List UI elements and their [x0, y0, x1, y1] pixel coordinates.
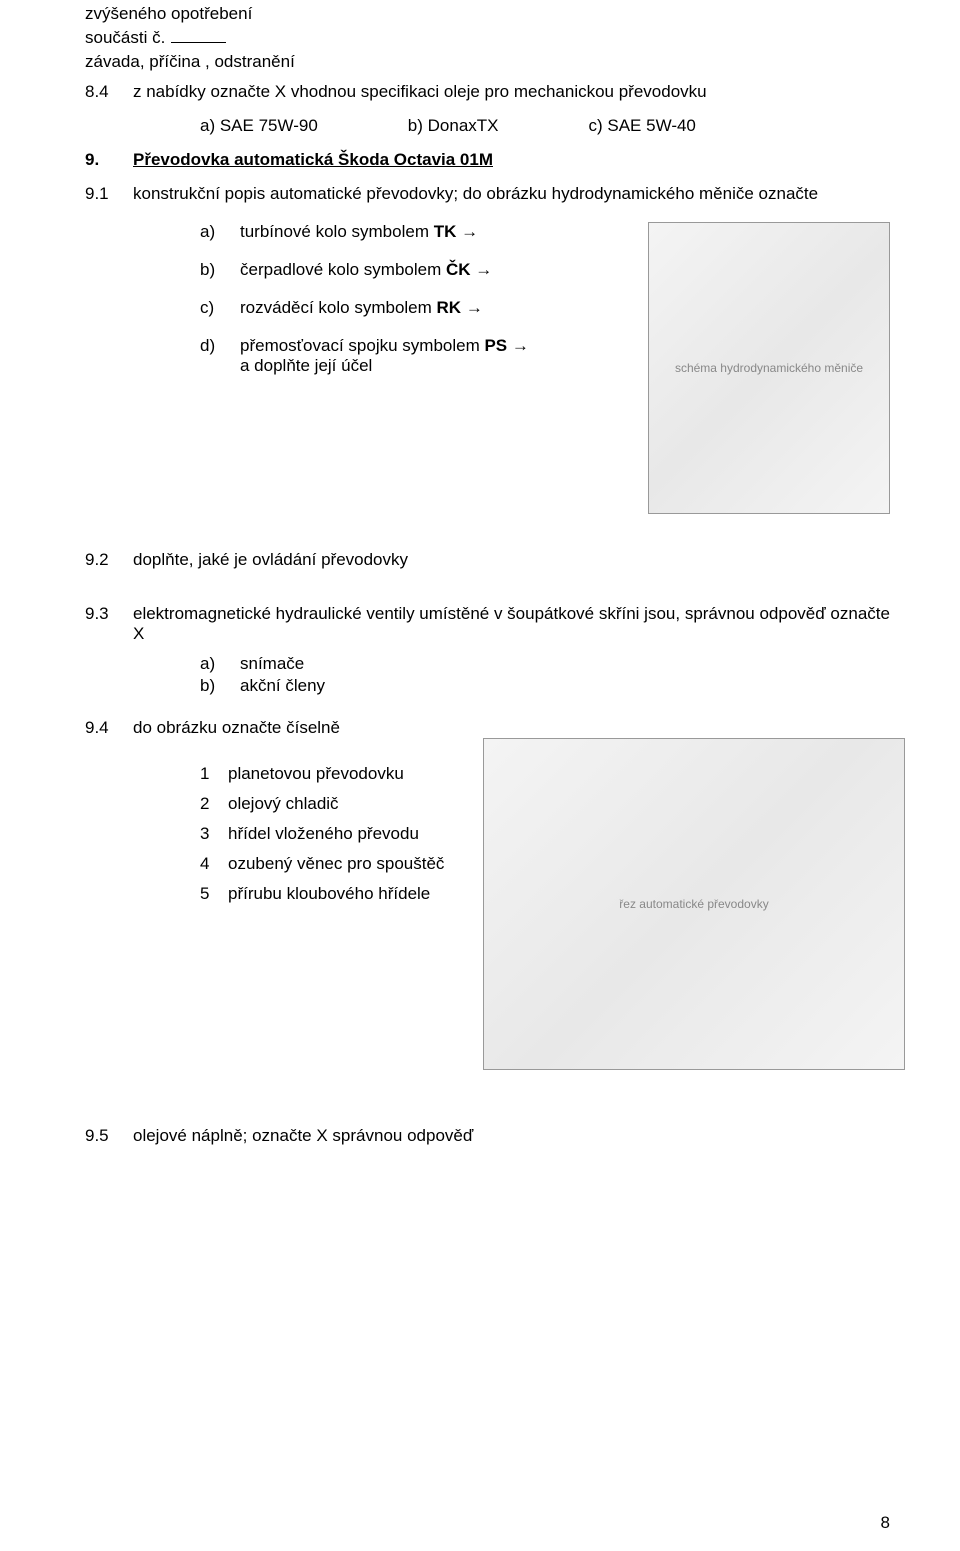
question-text: elektromagnetické hydraulické ventily um… [133, 604, 890, 644]
option-text: akční členy [240, 676, 325, 696]
list-text: planetovou převodovku [228, 764, 404, 784]
option-c: c) SAE 5W-40 [589, 116, 696, 136]
symbol: TK [434, 222, 457, 241]
question-text: konstrukční popis automatické převodovky… [133, 184, 890, 204]
option-label: b) [200, 676, 240, 696]
list-text: olejový chladič [228, 794, 339, 814]
list-number: 2 [200, 794, 228, 814]
option-label: c) [200, 298, 240, 318]
option-a: a) SAE 75W-90 [200, 116, 318, 136]
text-line: závada, příčina , odstranění [85, 52, 890, 72]
option-text: snímače [240, 654, 304, 674]
arrow-icon: → [507, 336, 529, 355]
arrow-icon: → [461, 298, 483, 317]
figure-converter: schéma hydrodynamického měniče [648, 222, 890, 514]
figure-transmission: řez automatické převodovky [483, 738, 905, 1070]
arrow-icon: → [471, 260, 493, 279]
arrow-icon: → [456, 222, 478, 241]
text-fragment: čerpadlové kolo symbolem [240, 260, 446, 279]
option-label: d) [200, 336, 240, 376]
option-text: rozváděcí kolo symbolem RK → [240, 298, 483, 318]
symbol: PS [484, 336, 507, 355]
list-number: 5 [200, 884, 228, 904]
option-text: čerpadlové kolo symbolem ČK → [240, 260, 492, 280]
list-text: přírubu kloubového hřídele [228, 884, 430, 904]
question-number: 9.4 [85, 718, 133, 738]
text-fragment: přemosťovací spojku symbolem [240, 336, 484, 355]
list-text: hřídel vloženého převodu [228, 824, 419, 844]
option-label: a) [200, 222, 240, 242]
text-fragment: rozváděcí kolo symbolem [240, 298, 437, 317]
question-number: 9.2 [85, 550, 133, 570]
question-text: z nabídky označte X vhodnou specifikaci … [133, 82, 890, 102]
symbol: RK [437, 298, 462, 317]
question-text: doplňte, jaké je ovládání převodovky [133, 550, 890, 570]
question-text: olejové náplně; označte X správnou odpov… [133, 1126, 890, 1146]
section-heading: Převodovka automatická Škoda Octavia 01M [133, 150, 493, 170]
text-fragment: součásti č. [85, 28, 165, 47]
blank-line [171, 42, 226, 43]
option-text: turbínové kolo symbolem TK → [240, 222, 478, 242]
option-b: b) DonaxTX [408, 116, 499, 136]
option-text: přemosťovací spojku symbolem PS → a dopl… [240, 336, 529, 376]
question-number: 9.5 [85, 1126, 133, 1146]
symbol: ČK [446, 260, 471, 279]
option-label: a) [200, 654, 240, 674]
question-number: 9.1 [85, 184, 133, 204]
page-number: 8 [881, 1513, 890, 1533]
list-number: 3 [200, 824, 228, 844]
question-text: do obrázku označte číselně [133, 718, 890, 738]
text-fragment: turbínové kolo symbolem [240, 222, 434, 241]
list-number: 1 [200, 764, 228, 784]
option-label: b) [200, 260, 240, 280]
question-number: 9.3 [85, 604, 133, 624]
text-line: zvýšeného opotřebení [85, 4, 890, 24]
question-number: 8.4 [85, 82, 133, 102]
list-text: ozubený věnec pro spouštěč [228, 854, 444, 874]
text-fragment: a doplňte její účel [240, 356, 372, 375]
text-line: součásti č. [85, 28, 890, 48]
list-number: 4 [200, 854, 228, 874]
section-number: 9. [85, 150, 133, 170]
